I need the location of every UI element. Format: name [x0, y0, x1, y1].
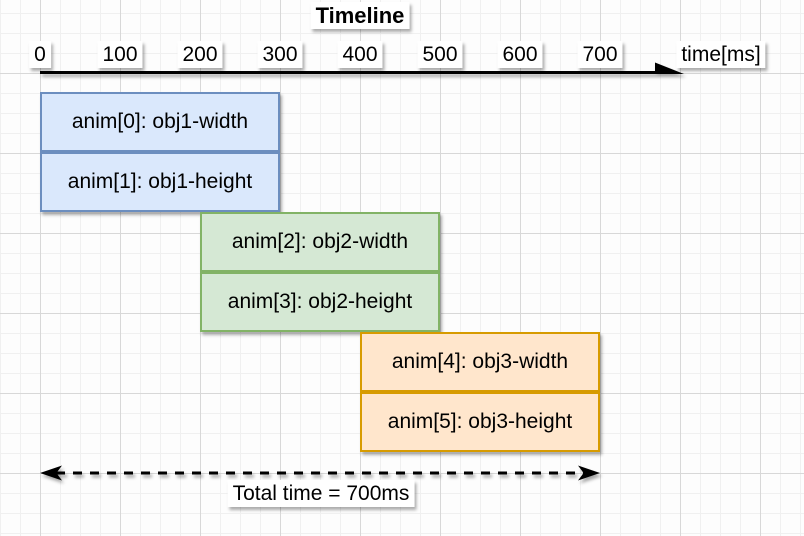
- anim-bar-obj2-height[interactable]: anim[3]: obj2-height: [200, 272, 440, 332]
- anim-bar-obj3-width[interactable]: anim[4]: obj3-width: [360, 332, 600, 392]
- axis-tick-label-0: 0: [29, 41, 51, 68]
- anim-bar-label: anim[4]: obj3-width: [391, 350, 569, 373]
- axis-tick-label-100: 100: [97, 41, 143, 68]
- total-time-left-arrowhead-icon: [40, 465, 62, 481]
- anim-bar-obj1-width[interactable]: anim[0]: obj1-width: [40, 92, 280, 152]
- anim-bar-obj3-height[interactable]: anim[5]: obj3-height: [360, 392, 600, 452]
- axis-tick-label-600: 600: [497, 41, 543, 68]
- anim-bar-label: anim[0]: obj1-width: [71, 110, 249, 133]
- anim-bar-obj1-height[interactable]: anim[1]: obj1-height: [40, 152, 280, 212]
- total-time-right-arrowhead-icon: [578, 465, 600, 481]
- axis-tick-label-500: 500: [417, 41, 463, 68]
- total-time-label: Total time = 700ms: [227, 480, 415, 507]
- axis-tick-label-200: 200: [177, 41, 223, 68]
- anim-bar-label: anim[3]: obj2-height: [227, 290, 413, 313]
- anim-bar-label: anim[5]: obj3-height: [387, 410, 573, 433]
- diagram-title: Timeline: [310, 2, 410, 29]
- axis-tick-label-400: 400: [337, 41, 383, 68]
- axis-tick-label-300: 300: [257, 41, 303, 68]
- anim-bar-obj2-width[interactable]: anim[2]: obj2-width: [200, 212, 440, 272]
- axis-tick-label-700: 700: [577, 41, 623, 68]
- axis-unit-label: time[ms]: [676, 41, 766, 68]
- anim-bar-label: anim[1]: obj1-height: [67, 170, 253, 193]
- anim-bar-label: anim[2]: obj2-width: [231, 230, 409, 253]
